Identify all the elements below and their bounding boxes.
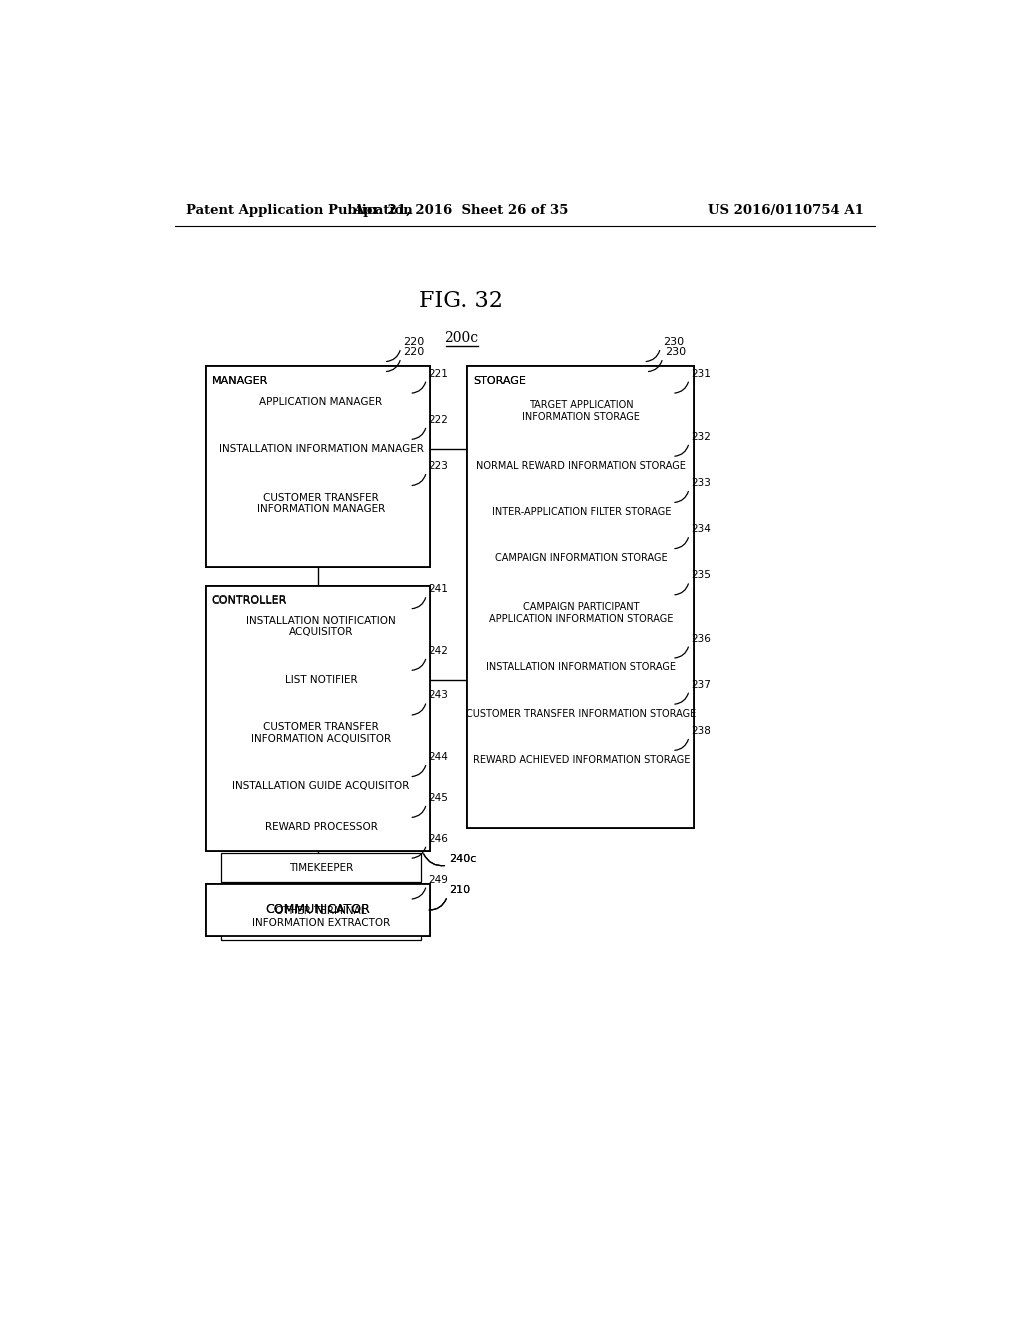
Text: FIG. 32: FIG. 32 xyxy=(419,290,503,312)
Text: Patent Application Publication: Patent Application Publication xyxy=(186,205,413,218)
Text: TARGET APPLICATION
INFORMATION STORAGE: TARGET APPLICATION INFORMATION STORAGE xyxy=(522,400,640,422)
Bar xyxy=(479,388,684,434)
Text: 221: 221 xyxy=(429,368,449,379)
Text: MANAGER: MANAGER xyxy=(212,376,268,385)
Text: 223: 223 xyxy=(429,461,449,471)
Text: 234: 234 xyxy=(691,524,712,535)
Text: OTHER TERMINAL
INFORMATION EXTRACTOR: OTHER TERMINAL INFORMATION EXTRACTOR xyxy=(252,906,390,928)
Bar xyxy=(479,498,684,527)
Text: 222: 222 xyxy=(429,414,449,425)
Bar xyxy=(221,771,421,800)
Bar xyxy=(479,744,684,775)
Bar xyxy=(221,665,421,694)
Bar xyxy=(479,590,684,636)
Text: 242: 242 xyxy=(429,645,449,656)
Text: 210: 210 xyxy=(450,884,471,895)
Bar xyxy=(221,434,421,463)
Text: APPLICATION MANAGER: APPLICATION MANAGER xyxy=(259,397,383,408)
Text: CAMPAIGN PARTICIPANT
APPLICATION INFORMATION STORAGE: CAMPAIGN PARTICIPANT APPLICATION INFORMA… xyxy=(489,602,674,623)
Text: 210: 210 xyxy=(450,884,471,895)
Text: STORAGE: STORAGE xyxy=(473,376,525,387)
Text: 240c: 240c xyxy=(450,854,477,865)
Text: 249: 249 xyxy=(429,875,449,884)
Bar xyxy=(479,653,684,682)
Text: INSTALLATION NOTIFICATION
ACQUISITOR: INSTALLATION NOTIFICATION ACQUISITOR xyxy=(246,615,396,638)
Text: 233: 233 xyxy=(691,478,712,488)
Text: CONTROLLER: CONTROLLER xyxy=(212,595,287,605)
Text: CUSTOMER TRANSFER INFORMATION STORAGE: CUSTOMER TRANSFER INFORMATION STORAGE xyxy=(466,709,696,718)
Text: CUSTOMER TRANSFER
INFORMATION ACQUISITOR: CUSTOMER TRANSFER INFORMATION ACQUISITOR xyxy=(251,722,391,743)
Text: MANAGER: MANAGER xyxy=(212,376,268,387)
Text: 235: 235 xyxy=(691,570,712,581)
Text: 237: 237 xyxy=(691,680,712,689)
Bar xyxy=(221,710,421,756)
Text: LIST NOTIFIER: LIST NOTIFIER xyxy=(285,675,357,685)
Text: 238: 238 xyxy=(691,726,712,737)
Text: CUSTOMER TRANSFER
INFORMATION MANAGER: CUSTOMER TRANSFER INFORMATION MANAGER xyxy=(257,492,385,515)
Text: INSTALLATION INFORMATION MANAGER: INSTALLATION INFORMATION MANAGER xyxy=(218,444,423,454)
Text: 244: 244 xyxy=(429,752,449,762)
Text: 200c: 200c xyxy=(444,331,478,345)
Text: 246: 246 xyxy=(429,834,449,843)
Text: REWARD ACHIEVED INFORMATION STORAGE: REWARD ACHIEVED INFORMATION STORAGE xyxy=(473,755,690,764)
Text: TIMEKEEPER: TIMEKEEPER xyxy=(289,862,353,873)
Text: NORMAL REWARD INFORMATION STORAGE: NORMAL REWARD INFORMATION STORAGE xyxy=(476,461,686,471)
Text: 220: 220 xyxy=(403,347,424,358)
Bar xyxy=(479,451,684,480)
Text: 240c: 240c xyxy=(450,854,477,865)
Bar xyxy=(206,586,430,851)
Bar xyxy=(467,367,693,829)
Text: US 2016/0110754 A1: US 2016/0110754 A1 xyxy=(709,205,864,218)
Text: 241: 241 xyxy=(429,585,449,594)
Bar xyxy=(206,884,430,936)
Text: COMMUNICATOR: COMMUNICATOR xyxy=(265,903,371,916)
Bar xyxy=(221,603,421,649)
Bar xyxy=(206,367,430,566)
Text: 245: 245 xyxy=(429,793,449,803)
Bar xyxy=(221,812,421,841)
Text: COMMUNICATOR: COMMUNICATOR xyxy=(265,903,371,916)
Text: 230: 230 xyxy=(663,337,684,347)
Text: 220: 220 xyxy=(403,337,424,347)
Bar xyxy=(206,884,430,936)
Bar xyxy=(221,894,421,940)
Text: 243: 243 xyxy=(429,690,449,701)
Text: 231: 231 xyxy=(691,368,712,379)
Text: CAMPAIGN INFORMATION STORAGE: CAMPAIGN INFORMATION STORAGE xyxy=(495,553,668,564)
Bar xyxy=(467,367,693,829)
Bar xyxy=(221,388,421,417)
Text: Apr. 21, 2016  Sheet 26 of 35: Apr. 21, 2016 Sheet 26 of 35 xyxy=(353,205,569,218)
Bar xyxy=(479,700,684,729)
Text: INSTALLATION INFORMATION STORAGE: INSTALLATION INFORMATION STORAGE xyxy=(486,663,677,672)
Text: REWARD PROCESSOR: REWARD PROCESSOR xyxy=(264,822,378,832)
Text: INTER-APPLICATION FILTER STORAGE: INTER-APPLICATION FILTER STORAGE xyxy=(492,507,671,517)
Text: STORAGE: STORAGE xyxy=(473,376,525,385)
Text: CONTROLLER: CONTROLLER xyxy=(212,595,287,606)
Text: 236: 236 xyxy=(691,634,712,644)
Text: 230: 230 xyxy=(665,347,686,358)
Text: 232: 232 xyxy=(691,432,712,442)
Bar xyxy=(206,367,430,566)
Bar xyxy=(221,480,421,527)
Text: INSTALLATION GUIDE ACQUISITOR: INSTALLATION GUIDE ACQUISITOR xyxy=(232,781,410,791)
Bar xyxy=(479,544,684,573)
Bar xyxy=(206,586,430,851)
Bar xyxy=(221,853,421,882)
